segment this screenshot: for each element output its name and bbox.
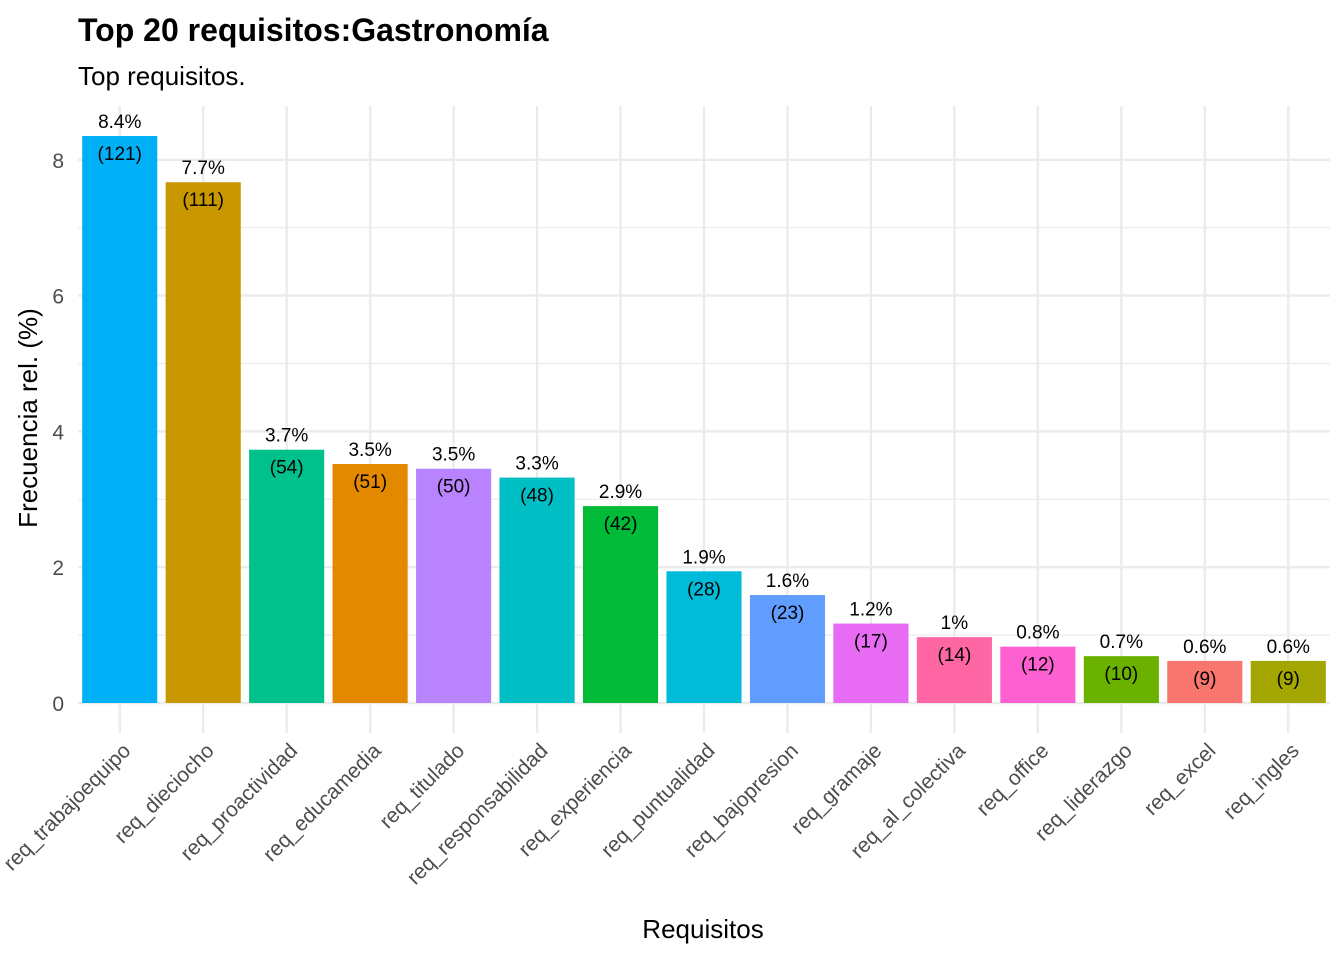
bar [332, 463, 408, 703]
bar-percent-label: 0.6% [1183, 637, 1226, 658]
y-axis-label: Frecuencia rel. (%) [13, 308, 43, 528]
bar-percent-label: 0.6% [1267, 637, 1310, 658]
bar [833, 623, 909, 703]
bar-percent-label: 1% [941, 613, 969, 634]
bar [249, 449, 325, 703]
bar-percent-label: 0.8% [1016, 623, 1059, 644]
bar [916, 637, 992, 703]
x-tick-label: req_excel [1140, 739, 1221, 820]
x-tick-label: req_responsabilidad [403, 739, 553, 889]
x-axis-label: Requisitos [642, 914, 763, 944]
bar-count-label: (42) [604, 514, 638, 535]
bar-percent-label: 1.9% [682, 547, 725, 568]
bar-percent-label: 3.7% [265, 426, 308, 447]
bar [1250, 660, 1326, 703]
bar-percent-label: 8.4% [98, 112, 141, 133]
bar-count-label: (9) [1193, 669, 1216, 690]
bar-count-label: (48) [520, 486, 554, 507]
bar [666, 571, 742, 703]
bar-percent-label: 2.9% [599, 482, 642, 503]
bars [82, 136, 1326, 703]
bar [582, 506, 659, 703]
bar-count-label: (28) [687, 579, 721, 600]
y-tick-label: 0 [52, 693, 64, 716]
x-tick-label: req_office [972, 739, 1053, 820]
bar-percent-label: 3.3% [515, 454, 558, 475]
y-axis-ticks: 0 2 4 6 8 [52, 150, 64, 716]
bar-count-label: (12) [1021, 655, 1055, 676]
bar [499, 477, 575, 703]
bar [1000, 646, 1076, 703]
chart-subtitle: Top requisitos. [78, 61, 246, 91]
bar-percent-label: 1.6% [766, 571, 809, 592]
data-labels: 8.4% (121) 7.7% (111) 3.7% (54) 3.5% (51) 3.5% (5… [98, 112, 1310, 690]
y-tick-label: 4 [52, 421, 64, 444]
bar [1167, 660, 1243, 703]
bar [1083, 656, 1159, 703]
bar [165, 182, 241, 703]
bar-count-label: (10) [1104, 664, 1138, 685]
bar-count-label: (50) [437, 477, 471, 498]
bar-percent-label: 3.5% [432, 445, 475, 466]
y-tick-label: 8 [52, 150, 64, 173]
bar [416, 468, 492, 703]
bar-percent-label: 7.7% [182, 158, 225, 179]
bar-count-label: (51) [353, 472, 387, 493]
bar-percent-label: 1.2% [849, 600, 892, 621]
bar-percent-label: 3.5% [348, 440, 391, 461]
x-axis-ticks: req_trabajoequiporeq_dieciochoreq_proact… [0, 739, 1304, 889]
bar-count-label: (17) [854, 632, 888, 653]
y-tick-label: 6 [52, 286, 64, 309]
x-tick-label: req_ingles [1219, 739, 1304, 824]
bar [82, 136, 158, 703]
bar-count-label: (54) [270, 458, 304, 479]
bar-count-label: (111) [182, 190, 224, 211]
bar-percent-label: 0.7% [1100, 632, 1143, 653]
bar-count-label: (14) [938, 645, 972, 666]
y-tick-label: 2 [52, 557, 64, 580]
bar-count-label: (121) [98, 144, 142, 165]
bar-count-label: (9) [1277, 669, 1300, 690]
x-tick-label: req_titulado [375, 739, 469, 833]
bar-count-label: (23) [771, 603, 805, 624]
x-tick-label: req_trabajoequipo [0, 739, 135, 875]
chart-title: Top 20 requisitos:Gastronomía [78, 12, 549, 48]
bar [749, 595, 826, 703]
